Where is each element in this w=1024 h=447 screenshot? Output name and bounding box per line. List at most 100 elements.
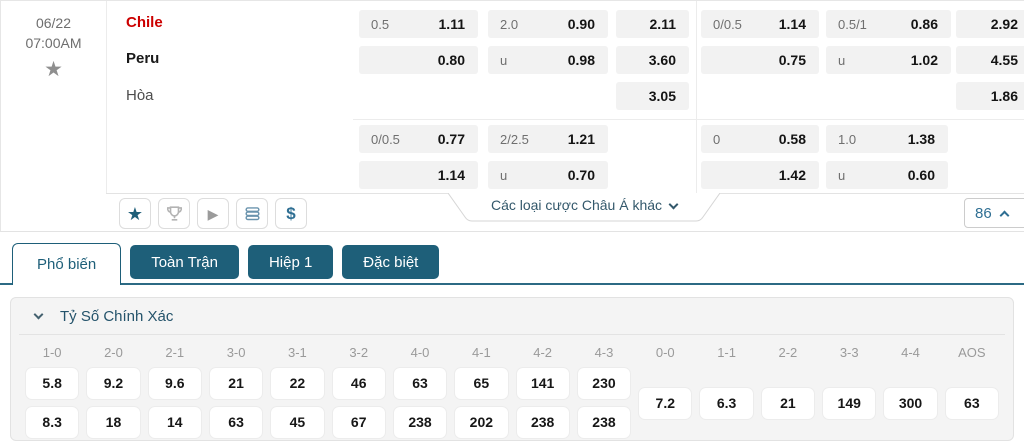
odds-fullmain-1x2-draw[interactable]: 3.05 (616, 82, 689, 110)
odds-value: 1.14 (437, 167, 465, 183)
market-tabs: Phổ biến Toàn Trận Hiệp 1 Đặc biệt (0, 243, 1024, 285)
odds-fullalt-ou-over[interactable]: 0.5/1 0.86 (826, 10, 951, 38)
score-col-header: 1-0 (42, 345, 62, 360)
cup-button[interactable] (158, 198, 190, 229)
score-odds-cell[interactable]: 238 (576, 406, 632, 439)
odds-fullmain-ou-over[interactable]: 2.0 0.90 (488, 10, 608, 38)
odds-fullmain-hdp-home[interactable]: 0.5 1.11 (359, 10, 478, 38)
score-odds-cell[interactable]: 149 (822, 386, 877, 420)
goal-line: 2/2.5 (500, 131, 529, 147)
score-odds-cell[interactable]: 14 (147, 406, 202, 439)
odds-fullalt-1x2-away[interactable]: 4.55 (956, 46, 1024, 74)
handicap-line: 0/0.5 (713, 16, 742, 32)
score-odds-cell[interactable]: 7.2 (638, 386, 693, 420)
score-odds-cell[interactable]: 230 (576, 367, 632, 400)
odds-value: 1.42 (778, 167, 806, 183)
score-odds-cell[interactable]: 67 (331, 406, 386, 439)
odds-value: 0.75 (778, 52, 806, 68)
score-odds-cell[interactable]: 141 (515, 367, 570, 400)
score-odds-cell[interactable]: 9.2 (86, 367, 141, 400)
odds-halfmain-ou-over[interactable]: 2/2.5 1.21 (488, 125, 608, 153)
correct-score-title: Tỷ Số Chính Xác (60, 307, 174, 325)
score-col-header: 3-1 (288, 345, 307, 360)
odds-value: 0.70 (567, 167, 595, 183)
odds-value: 1.21 (567, 131, 595, 147)
odds-fullalt-hdp-away[interactable]: 0.75 (701, 46, 819, 74)
score-odds-cell[interactable]: 46 (331, 367, 386, 400)
score-odds-cell[interactable]: 5.8 (25, 367, 80, 400)
tab-hiep-1[interactable]: Hiệp 1 (247, 245, 334, 279)
odds-value: 0.60 (907, 167, 935, 183)
handicap-line: 0.5 (371, 16, 390, 32)
stack-button[interactable] (236, 198, 268, 229)
odds-fullmain-hdp-away[interactable]: 0.80 (359, 46, 478, 74)
score-odds-cell[interactable]: 202 (454, 406, 509, 439)
odds-value: 1.02 (910, 52, 938, 68)
odds-value: 0.58 (778, 131, 806, 147)
play-button[interactable]: ▶ (197, 198, 229, 229)
match-toolbar: ★ ▶ (1, 193, 1024, 232)
score-odds-cell[interactable]: 21 (760, 386, 816, 420)
odds-halfalt-hdp-home[interactable]: 0 0.58 (701, 125, 819, 153)
score-odds-cell[interactable]: 22 (270, 367, 325, 400)
odds-halfmain-hdp-home[interactable]: 0/0.5 0.77 (359, 125, 478, 153)
correct-score-header[interactable]: Tỷ Số Chính Xác (19, 298, 1005, 335)
divider (696, 1, 697, 193)
odds-value: 1.11 (438, 16, 465, 32)
score-odds-cell[interactable]: 238 (515, 406, 570, 439)
odds-fullmain-1x2-away[interactable]: 3.60 (616, 46, 689, 74)
market-count-toggle[interactable]: 86 (964, 198, 1024, 228)
odds-value: 2.92 (990, 16, 1018, 32)
odds-fullalt-1x2-draw[interactable]: 1.86 (956, 82, 1024, 110)
score-col-header: 2-0 (104, 345, 123, 360)
score-odds-cell[interactable]: 300 (883, 386, 938, 420)
match-date: 06/22 (35, 15, 72, 31)
score-col-header: 1-1 (717, 345, 736, 360)
score-col-header: 4-3 (594, 345, 614, 360)
odds-halfmain-ou-under[interactable]: u 0.70 (488, 161, 608, 189)
tab-toan-tran[interactable]: Toàn Trận (130, 245, 239, 279)
goal-line: 1.0 (838, 131, 857, 147)
favorite-button[interactable]: ★ (119, 198, 151, 229)
handicap-line: 0/0.5 (371, 131, 400, 147)
score-odds-cell[interactable]: 63 (944, 386, 999, 420)
odds-fullalt-ou-under[interactable]: u 1.02 (826, 46, 951, 74)
dollar-button[interactable]: $ (275, 198, 307, 229)
favorite-star-icon[interactable]: ★ (44, 58, 63, 81)
odds-fullalt-1x2-home[interactable]: 2.92 (956, 10, 1024, 38)
odds-halfalt-ou-under[interactable]: u 0.60 (826, 161, 948, 189)
score-odds-cell[interactable]: 63 (392, 367, 448, 400)
more-asian-markets-dropdown[interactable]: Các loại cược Châu Á khác (448, 197, 720, 213)
odds-fullmain-ou-under[interactable]: u 0.98 (488, 46, 608, 74)
odds-halfalt-ou-over[interactable]: 1.0 1.38 (826, 125, 948, 153)
odds-fullalt-hdp-home[interactable]: 0/0.5 1.14 (701, 10, 819, 38)
odds-value: 0.80 (437, 52, 465, 68)
odds-value: 1.38 (907, 131, 935, 147)
divider (353, 119, 1024, 120)
score-col-header: 2-2 (778, 345, 798, 360)
match-datetime: 06/22 07:00AM ★ (1, 13, 106, 81)
odds-halfalt-hdp-away[interactable]: 1.42 (701, 161, 819, 189)
score-odds-cell[interactable]: 8.3 (25, 406, 80, 439)
correct-score-panel: Tỷ Số Chính Xác 1-0 2-0 2-1 3-0 3-1 3-2 … (10, 297, 1014, 441)
score-odds-cell[interactable]: 9.6 (147, 367, 202, 400)
odds-halfmain-hdp-away[interactable]: 1.14 (359, 161, 478, 189)
odds-value: 1.14 (778, 16, 806, 32)
away-team-name: Peru (126, 50, 160, 67)
score-col-header: 4-2 (533, 345, 553, 360)
home-team-name: Chile (126, 14, 163, 31)
score-odds-cell[interactable]: 6.3 (699, 386, 754, 420)
tab-pho-bien[interactable]: Phổ biến (12, 243, 122, 285)
score-odds-cell[interactable]: 18 (86, 406, 141, 439)
tabs-underline (0, 283, 1024, 285)
score-odds-cell[interactable]: 238 (392, 406, 448, 439)
under-label: u (500, 167, 508, 183)
score-odds-cell[interactable]: 65 (454, 367, 509, 400)
under-label: u (500, 52, 508, 68)
odds-fullmain-1x2-home[interactable]: 2.11 (616, 10, 689, 38)
score-odds-cell[interactable]: 45 (270, 406, 325, 439)
tab-dac-biet[interactable]: Đặc biệt (342, 245, 440, 279)
score-odds-cell[interactable]: 21 (208, 367, 264, 400)
score-odds-cell[interactable]: 63 (208, 406, 264, 439)
